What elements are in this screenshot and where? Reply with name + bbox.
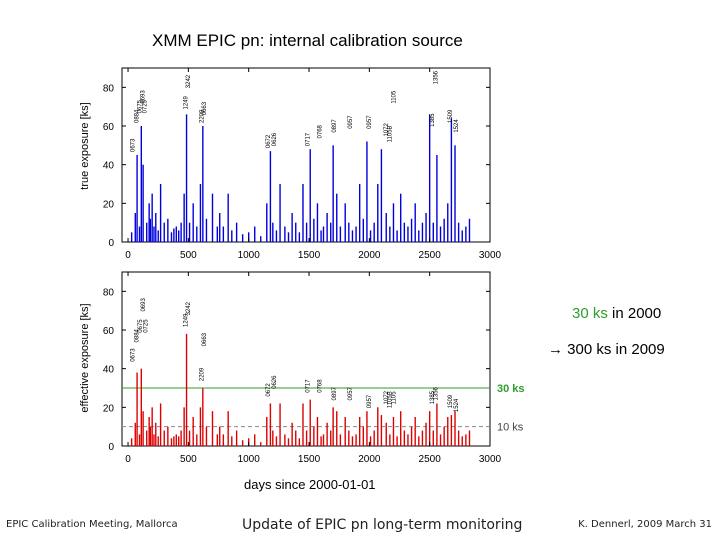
plot1-x-tick-label: 1000: [238, 250, 261, 261]
plot2-data-label: 0717: [306, 379, 312, 393]
plot2-data-label: 0675: [138, 319, 144, 333]
plot1-data-label: 3242: [186, 74, 192, 88]
plot1-data-label: 1356: [433, 70, 439, 84]
plot1-x-tick-label: 500: [180, 250, 197, 261]
plot2-data-label: 0663: [202, 332, 208, 346]
plot2-data-label: 0626: [272, 375, 278, 389]
plot1-data-label: 0957: [367, 115, 373, 129]
plot1-data-label: 0768: [318, 124, 324, 138]
plot2-data-label: 0693: [141, 298, 147, 312]
plot2-data-label: 0673: [131, 348, 137, 362]
annotation-300ks: 300 ks in 2009: [563, 341, 665, 358]
plot2-x-tick-label: 2500: [419, 454, 442, 465]
plot2-data-label: 0957: [367, 394, 373, 408]
plot1-y-axis-label: true exposure [ks]: [79, 102, 91, 189]
plot2-y-axis-label: effective exposure [ks]: [79, 303, 91, 412]
plot2-y-tick-label: 40: [103, 365, 115, 376]
plot2-data-label: 1509: [448, 394, 454, 408]
plot2-reference-label-2: 10 ks: [497, 422, 524, 434]
plot2-x-tick-label: 500: [180, 454, 197, 465]
plot2-x-tick-label: 2000: [358, 454, 381, 465]
plot2-x-tick-label: 1000: [238, 454, 261, 465]
annotation-line-2: → 300 ks in 2009: [548, 341, 665, 358]
plot2-reference-label-1: 30 ks: [497, 383, 525, 395]
plot1-data-label: 1509: [448, 109, 454, 123]
plot2-y-tick-label: 0: [108, 442, 114, 453]
plot2-data-label: 1249: [184, 313, 190, 327]
plot1-frame: [121, 67, 491, 243]
plot1-data-label: 0884: [134, 109, 140, 123]
plot1-y-tick-label: 20: [103, 199, 115, 210]
plot1-y-tick-label: 0: [108, 238, 114, 249]
plot1-x-tick-label: 2500: [419, 250, 442, 261]
plot1-data-label: 0675: [137, 99, 143, 113]
plot2-data-label: 0957: [348, 386, 354, 400]
plot1-data-label: 0693: [140, 90, 146, 104]
plot2-data-label: 0768: [318, 379, 324, 393]
annotation-30ks: 30 ks: [572, 305, 608, 322]
arrow-right-icon: →: [548, 341, 563, 358]
plot1-data-label: 1105: [391, 90, 397, 104]
plot2-data-label: 1385: [430, 390, 436, 404]
plot2-x-tick-label: 1500: [298, 454, 321, 465]
plot1-data-label: 1072: [384, 123, 390, 137]
annotation-line-1: 30 ks in 2000: [572, 305, 661, 322]
plot2-data-label: 1072: [384, 390, 390, 404]
plot1-data-label: 0957: [348, 115, 354, 129]
x-axis-label: days since 2000-01-01: [244, 477, 376, 492]
plot1-data-label: 0897: [332, 119, 338, 133]
plot2-data-label: 0672: [266, 383, 272, 397]
plot1-data-label: 1385: [430, 113, 436, 127]
plot2-data-label: 0884: [134, 328, 140, 342]
plot1-data-label: 0663: [202, 101, 208, 115]
plot1-data-label: 1105B: [388, 125, 394, 142]
chart-title: XMM EPIC pn: internal calibration source: [152, 31, 463, 50]
plot1-data-label: 0725: [143, 99, 149, 113]
plot1-y-tick-label: 80: [103, 83, 115, 94]
plot2-y-tick-label: 80: [103, 287, 115, 298]
annotation-in-2000: in 2000: [607, 305, 662, 322]
footer-center: Update of EPIC pn long-term monitoring: [242, 517, 523, 533]
plot1-x-tick-label: 2000: [358, 250, 381, 261]
plot2-data-label: 1105B: [388, 391, 394, 408]
plot1-data-label: 0717: [306, 132, 312, 146]
plot2-data-label: 3242: [186, 301, 192, 315]
plot1-data-label: 0672: [266, 134, 272, 148]
plot1-x-tick-label: 0: [125, 250, 131, 261]
plot1-y-tick-label: 60: [103, 122, 115, 133]
plot1-data-label: 1524: [454, 119, 460, 133]
footer-right: K. Dennerl, 2009 March 31: [578, 519, 712, 530]
plot1-y-tick-label: 40: [103, 161, 115, 172]
plot2-data-label: 1356: [433, 386, 439, 400]
footer-left: EPIC Calibration Meeting, Mallorca: [6, 519, 178, 530]
plot2-data-label: 0725: [143, 319, 149, 333]
plot2-x-tick-label: 0: [125, 454, 131, 465]
plot2-data-label: 2209: [199, 367, 205, 381]
plot1-data-label: 2209: [199, 109, 205, 123]
plot1-data-label: 0626: [272, 132, 278, 146]
plot2-y-tick-label: 60: [103, 326, 115, 337]
plot2-x-tick-label: 3000: [479, 454, 502, 465]
plot2-frame: [121, 271, 491, 447]
plot1-data-label: 1249: [184, 95, 190, 109]
plot2-y-tick-label: 20: [103, 403, 115, 414]
plot1-x-tick-label: 3000: [479, 250, 502, 261]
plot1-x-tick-label: 1500: [298, 250, 321, 261]
plot2-data-label: 0897: [332, 386, 338, 400]
plot2-data-label: 1524: [454, 398, 460, 412]
plot1-data-label: 0673: [131, 138, 137, 152]
plot2-data-label: 1105: [391, 391, 397, 405]
